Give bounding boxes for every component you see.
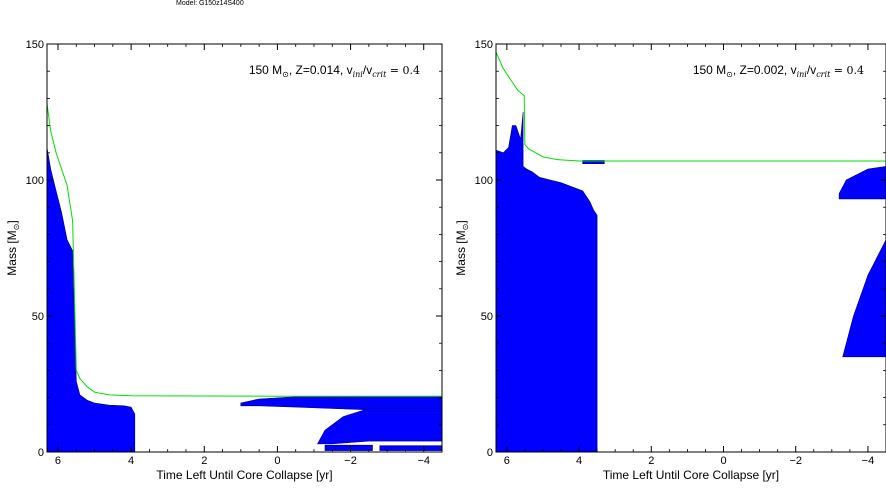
- x-tick-label: 4: [576, 455, 582, 467]
- x-tick-label: −4: [417, 455, 430, 467]
- annotation-subscript: crit: [372, 70, 387, 79]
- x-tick-label: 2: [201, 455, 207, 467]
- convective-region: [496, 111, 598, 452]
- plot-area: [47, 103, 442, 452]
- annotation-subscript: crit: [816, 70, 831, 79]
- annotation-subscript: ini: [797, 70, 808, 79]
- annotation-text: = 0.4: [830, 64, 864, 77]
- y-label-text: ]: [454, 220, 468, 223]
- annotation-text: /v: [363, 63, 372, 77]
- convective-region: [47, 147, 136, 452]
- sun-symbol: ⊙: [461, 224, 470, 231]
- x-tick-label: 6: [55, 455, 61, 467]
- total-mass-line: [496, 51, 886, 162]
- model-label: Model: G150z14S400: [176, 0, 244, 7]
- x-tick-label: −2: [789, 455, 802, 467]
- convective-region: [842, 239, 886, 358]
- x-axis-label: Time Left Until Core Collapse [yr]: [156, 468, 332, 482]
- y-tick-label: 150: [26, 39, 44, 51]
- total-mass-line: [47, 103, 442, 397]
- y-tick-label: 100: [26, 175, 44, 187]
- x-tick-label: 2: [648, 455, 654, 467]
- y-tick-label: 0: [487, 447, 493, 459]
- x-tick-label: 6: [504, 455, 510, 467]
- y-tick-label: 150: [475, 39, 493, 51]
- sun-symbol: ⊙: [282, 70, 289, 79]
- panel-annotation: 150 M⊙, Z=0.014, vini/vcrit = 0.4: [249, 63, 420, 79]
- panel-left: 6 4 2 0 −2 −4 0 50 100 150 Time Left Until Core Co…: [5, 39, 443, 482]
- annotation-text: , Z=0.014, v: [289, 63, 353, 77]
- x-tick-label: 4: [128, 455, 134, 467]
- plot-frame: [495, 43, 886, 453]
- y-tick-label: 100: [475, 175, 493, 187]
- sun-symbol: ⊙: [726, 70, 733, 79]
- annotation-text: = 0.4: [386, 64, 420, 77]
- annotation-subscript: ini: [353, 70, 364, 79]
- convective-region: [838, 166, 886, 200]
- convective-region: [317, 408, 442, 445]
- plot-area: [496, 51, 886, 452]
- annotation-text: , Z=0.002, v: [733, 63, 797, 77]
- panel-annotation: 150 M⊙, Z=0.002, vini/vcrit = 0.4: [693, 63, 864, 79]
- y-label-text: ]: [5, 220, 19, 223]
- annotation-text: /v: [807, 63, 816, 77]
- x-axis-label: Time Left Until Core Collapse [yr]: [603, 468, 779, 482]
- plot-frame: [46, 43, 443, 453]
- y-tick-label: 50: [32, 311, 44, 323]
- x-tick-label: −4: [862, 455, 875, 467]
- y-axis-label: Mass [M⊙]: [5, 220, 21, 275]
- annotation-text: 150 M: [249, 63, 282, 77]
- panel-right: 6 4 2 0 −2 −4 0 50 100 150 Time Left Until Core Co…: [454, 39, 886, 482]
- convective-region: [379, 445, 442, 451]
- x-tick-label: 0: [720, 455, 726, 467]
- x-tick-label: 0: [274, 455, 280, 467]
- annotation-text: 150 M: [693, 63, 726, 77]
- convective-region: [240, 396, 442, 411]
- y-label-text: Mass [M: [454, 230, 468, 275]
- convective-region: [324, 444, 373, 451]
- y-label-text: Mass [M: [5, 230, 19, 275]
- y-axis-label: Mass [M⊙]: [454, 220, 470, 275]
- x-tick-label: −2: [344, 455, 357, 467]
- y-tick-label: 50: [481, 311, 493, 323]
- y-tick-label: 0: [38, 447, 44, 459]
- sun-symbol: ⊙: [12, 224, 21, 231]
